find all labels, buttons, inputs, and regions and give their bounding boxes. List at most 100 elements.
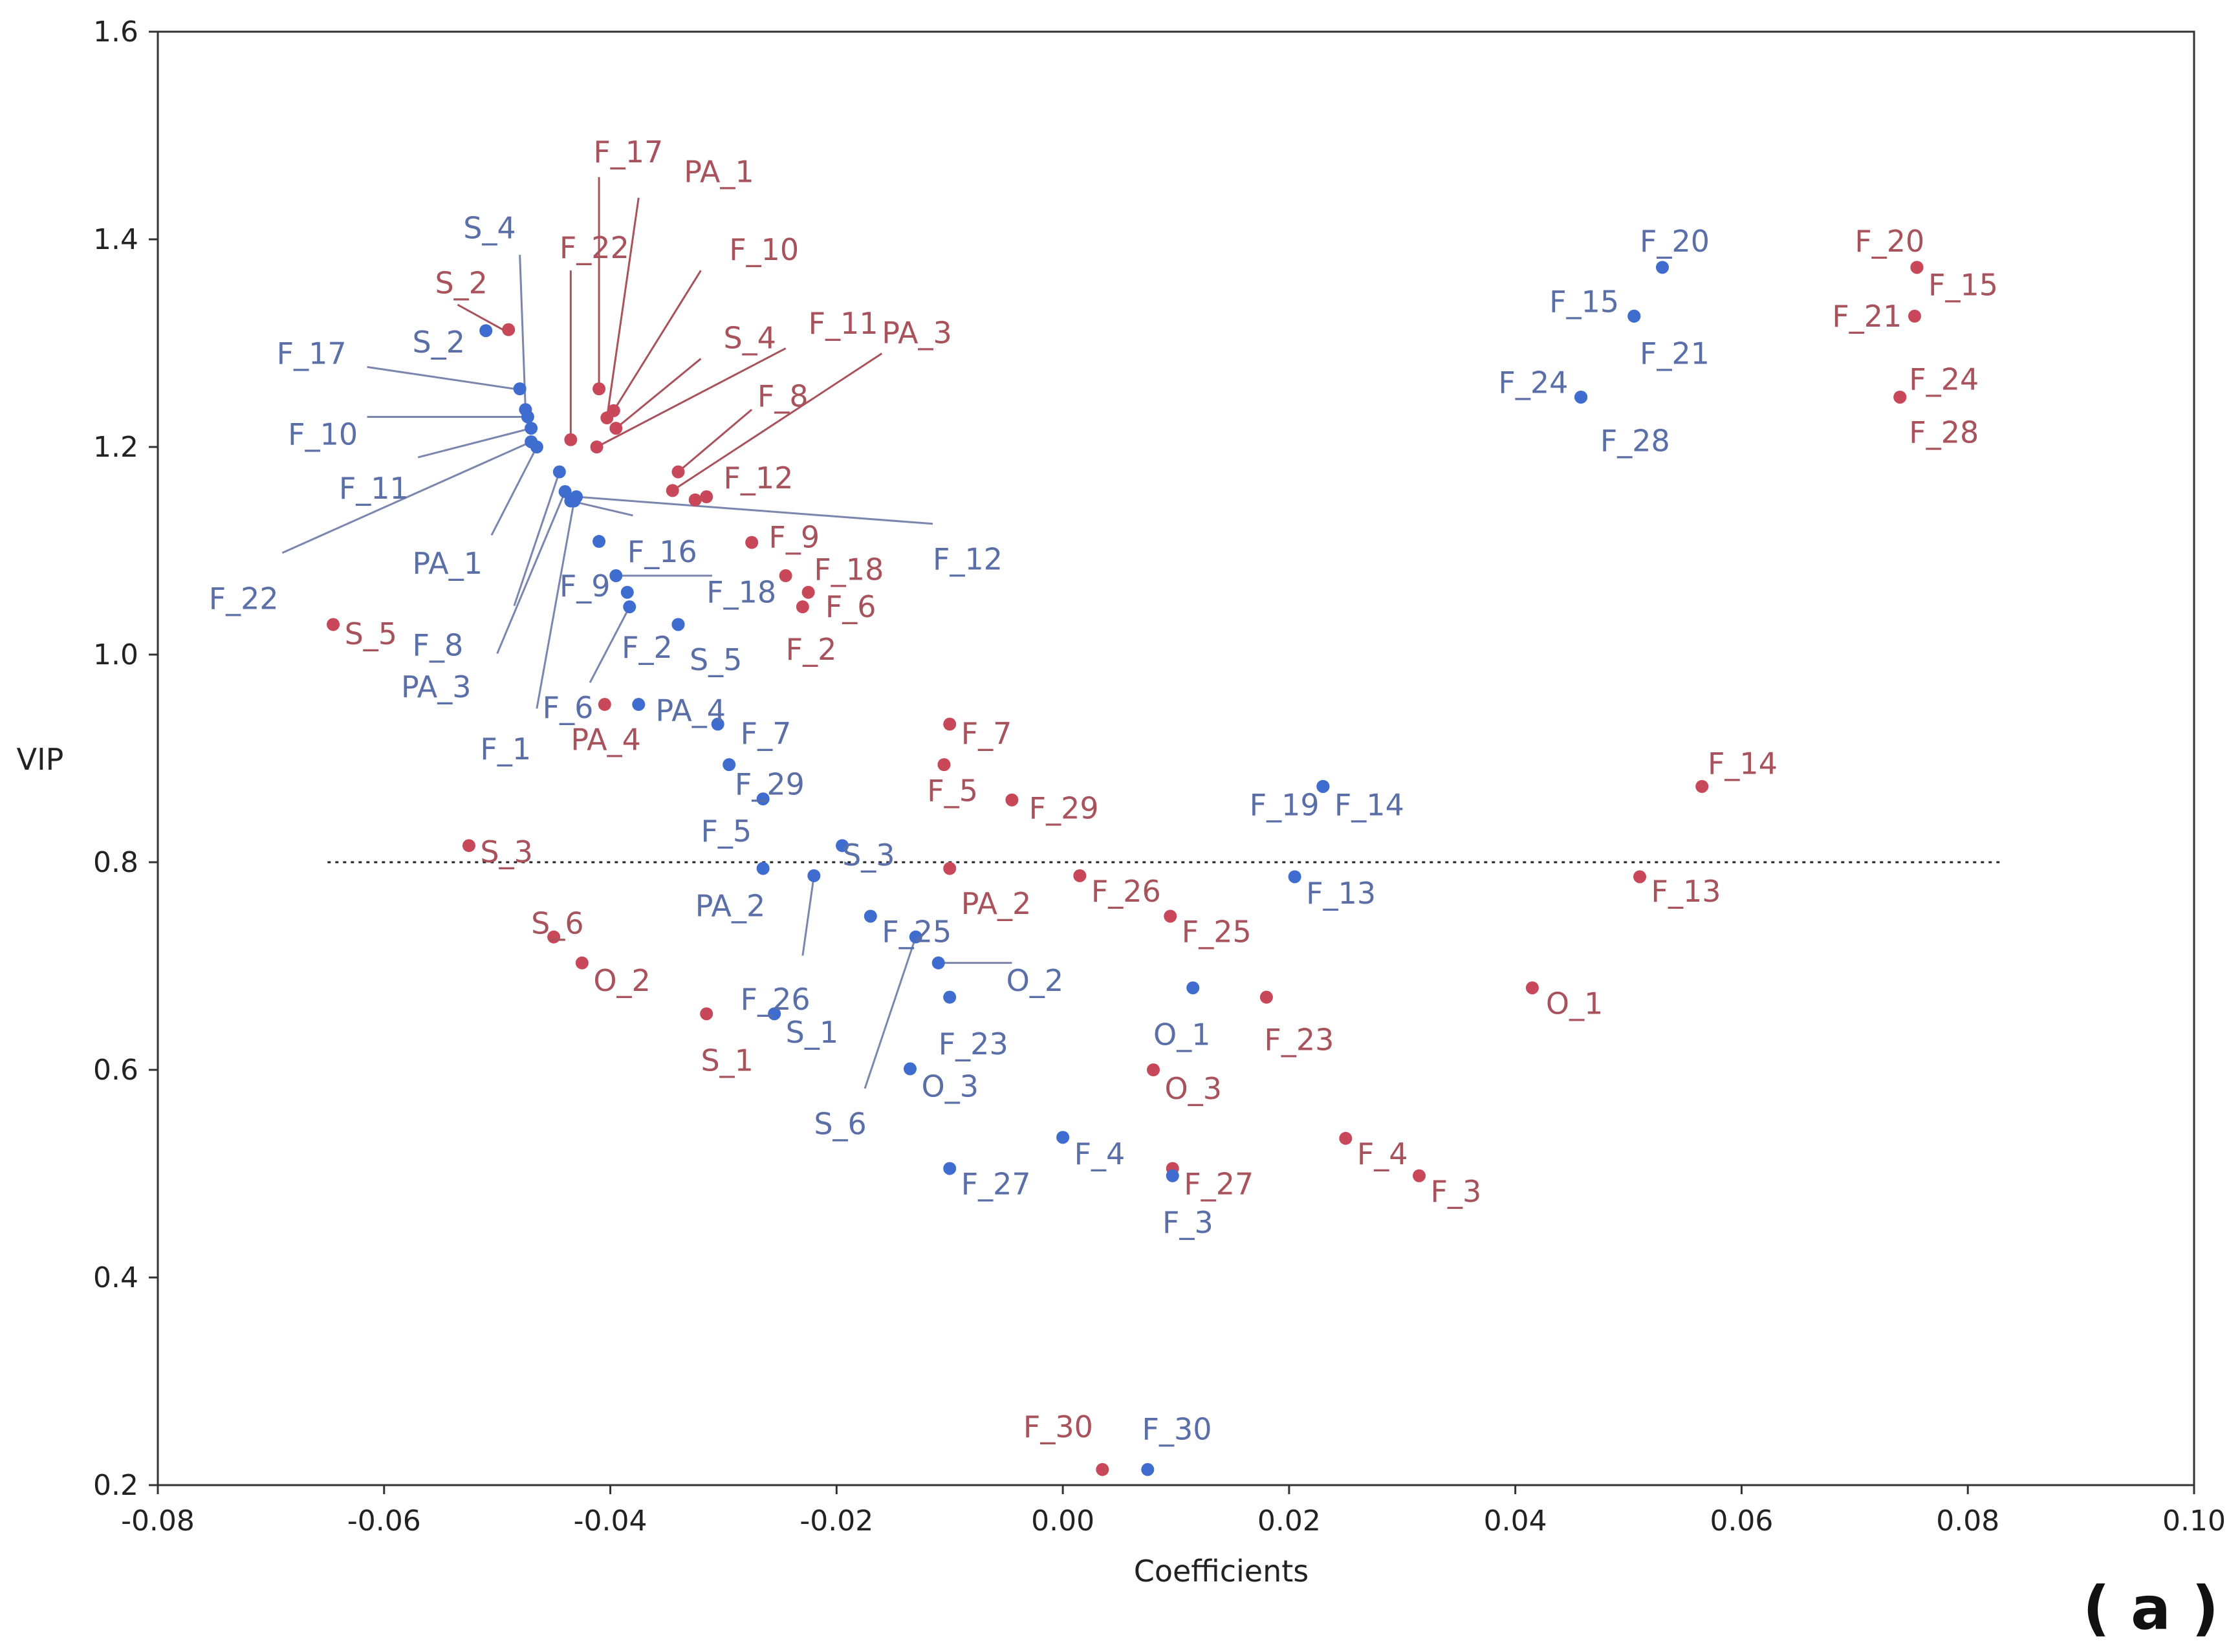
blue-point — [671, 618, 685, 631]
blue-point — [1141, 1462, 1155, 1476]
x-tick-label: 0.02 — [1257, 1505, 1321, 1538]
red-point-label: F_23 — [1264, 1022, 1334, 1057]
red-point-label: S_5 — [345, 616, 397, 651]
red-point — [564, 433, 578, 446]
red-point — [1910, 261, 1924, 274]
blue-leader-line — [281, 440, 532, 554]
blue-point-label: S_5 — [690, 642, 742, 677]
blue-point — [1288, 870, 1301, 884]
red-point-label: F_12 — [723, 461, 793, 495]
red-point — [700, 1007, 713, 1021]
blue-point — [711, 717, 724, 731]
red-point — [575, 956, 589, 970]
panel-label: ( a ) — [2083, 1574, 2219, 1643]
y-axis-title: VIP — [17, 742, 64, 777]
red-point-label: F_30 — [1023, 1409, 1093, 1444]
red-point — [547, 930, 561, 944]
blue-point-label: S_1 — [786, 1015, 838, 1050]
blue-point — [567, 494, 581, 508]
blue-point — [620, 585, 634, 599]
red-point — [1525, 981, 1539, 995]
blue-leader-line — [571, 499, 633, 517]
blue-point-label: S_2 — [413, 325, 465, 360]
red-point — [745, 536, 759, 549]
blue-point-label: F_30 — [1142, 1411, 1212, 1446]
x-tick-label: 0.08 — [1936, 1505, 1999, 1538]
blue-point — [1316, 779, 1330, 793]
blue-point-label: F_4 — [1074, 1136, 1125, 1171]
blue-point-label: F_27 — [961, 1167, 1031, 1202]
red-leader-line — [615, 358, 702, 429]
blue-point-label: F_12 — [933, 541, 1003, 576]
red-point — [1164, 909, 1177, 923]
red-point — [1005, 793, 1019, 807]
blue-point — [909, 930, 922, 944]
red-point-label: F_3 — [1431, 1174, 1482, 1209]
blue-leader-line — [490, 446, 538, 536]
data-points — [327, 261, 1924, 1476]
red-point-label: F_4 — [1357, 1136, 1408, 1171]
red-point-label: S_4 — [723, 320, 776, 355]
blue-point-label: F_24 — [1498, 365, 1568, 400]
blue-leader-line — [801, 875, 815, 956]
x-tick-label: 0.10 — [2162, 1505, 2226, 1538]
blue-point-label: F_6 — [543, 690, 594, 725]
y-tick-label: 0.4 — [93, 1261, 138, 1294]
blue-point-label: F_16 — [627, 534, 697, 569]
blue-point — [943, 990, 957, 1004]
red-point-label: O_1 — [1546, 986, 1603, 1021]
y-tick-label: 0.6 — [93, 1054, 138, 1087]
red-point-label: F_18 — [814, 552, 884, 587]
red-point-label: F_6 — [825, 589, 876, 624]
x-tick-label: 0.04 — [1484, 1505, 1547, 1538]
blue-point-label: S_6 — [814, 1106, 866, 1141]
red-point-label: F_20 — [1854, 224, 1924, 259]
red-leader-line — [677, 409, 753, 473]
red-point-label: F_17 — [593, 135, 663, 169]
x-tick-label: -0.06 — [347, 1505, 421, 1538]
blue-point-label: F_5 — [701, 814, 752, 849]
red-point — [943, 717, 957, 731]
red-point-label: PA_1 — [684, 155, 754, 190]
y-tick-label: 1.6 — [93, 16, 138, 49]
blue-point — [552, 465, 566, 479]
red-point — [598, 698, 611, 712]
x-tick-label: -0.08 — [121, 1505, 195, 1538]
blue-point-label: PA_4 — [656, 693, 726, 728]
blue-point-label: F_17 — [277, 336, 347, 371]
blue-point — [768, 1007, 781, 1021]
blue-point — [1574, 390, 1588, 404]
red-point — [779, 569, 792, 583]
blue-leader-line — [576, 495, 933, 525]
red-point — [590, 440, 603, 453]
blue-leader-line — [864, 937, 917, 1089]
red-point — [462, 839, 475, 853]
red-point — [607, 404, 620, 417]
red-point-label: F_26 — [1091, 874, 1161, 909]
blue-point — [756, 862, 770, 875]
y-tick-label: 1.4 — [93, 223, 138, 256]
red-point — [1413, 1169, 1426, 1182]
blue-point — [558, 485, 572, 499]
blue-point — [609, 569, 623, 583]
x-tick-label: -0.02 — [799, 1505, 873, 1538]
red-point-label: F_25 — [1182, 915, 1252, 950]
blue-point — [864, 909, 877, 923]
y-tick-label: 1.2 — [93, 431, 138, 464]
blue-point-label: S_3 — [842, 838, 895, 873]
red-point-label: F_24 — [1909, 362, 1979, 397]
red-point-label: S_3 — [480, 834, 532, 869]
blue-point-label: F_14 — [1334, 788, 1404, 823]
red-point-label: S_2 — [435, 265, 487, 300]
blue-point — [836, 839, 849, 853]
red-leader-line — [613, 270, 702, 411]
red-point-label: F_27 — [1184, 1167, 1254, 1202]
red-leader-line — [457, 303, 504, 331]
red-point — [1695, 779, 1709, 793]
blue-leader-line — [519, 255, 527, 410]
blue-point — [593, 535, 606, 549]
blue-point — [723, 758, 736, 772]
x-axis-title: Coefficients — [1134, 1554, 1309, 1589]
red-point-label: F_15 — [1928, 268, 1998, 303]
